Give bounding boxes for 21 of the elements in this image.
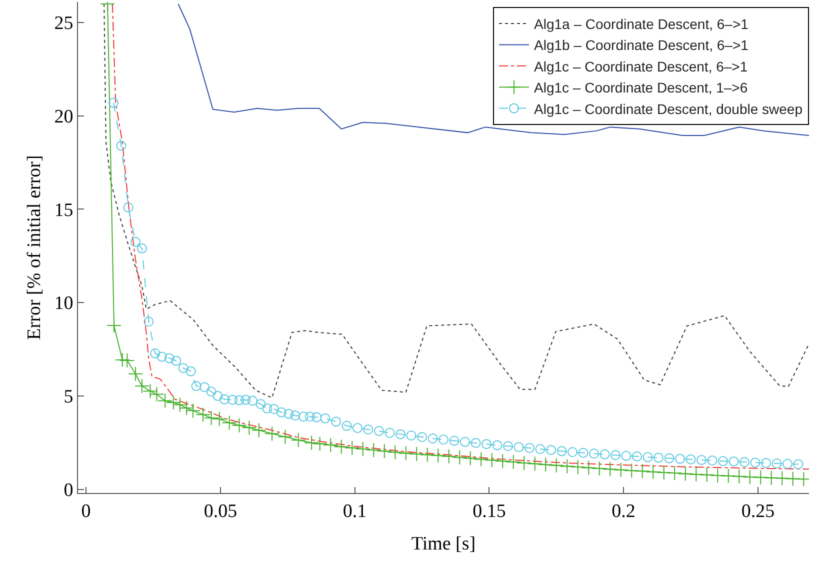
x-tick-label: 0.1: [342, 500, 367, 522]
x-tick-label: 0.05: [204, 500, 238, 522]
legend-label: Alg1c – Coordinate Descent, 6–>1: [534, 58, 748, 74]
line-series: [104, 3, 809, 398]
y-tick-label: 5: [64, 386, 74, 408]
y-tick-label: 0: [64, 480, 74, 501]
x-tick-label: 0.15: [472, 500, 506, 522]
legend-label: Alg1a – Coordinate Descent, 6–>1: [534, 16, 749, 32]
legend-label: Alg1b – Coordinate Descent, 6–>1: [534, 37, 749, 54]
x-tick-label: 0.25: [741, 500, 775, 522]
y-tick-label: 20: [54, 106, 74, 128]
line-series: [178, 3, 809, 136]
y-tick-label: 15: [54, 200, 74, 221]
y-axis-title: Error [% of initial error]: [24, 155, 46, 340]
legend-label: Alg1c – Coordinate Descent, 1–>6: [534, 80, 748, 96]
y-tick-label: 25: [54, 13, 74, 34]
x-tick-label: 0.2: [612, 500, 636, 522]
x-axis-title: Time [s]: [411, 534, 476, 555]
legend-label: Alg1c – Coordinate Descent, double sweep: [534, 100, 803, 117]
y-tick-label: 10: [54, 293, 74, 314]
x-tick-label: 0: [81, 500, 91, 522]
